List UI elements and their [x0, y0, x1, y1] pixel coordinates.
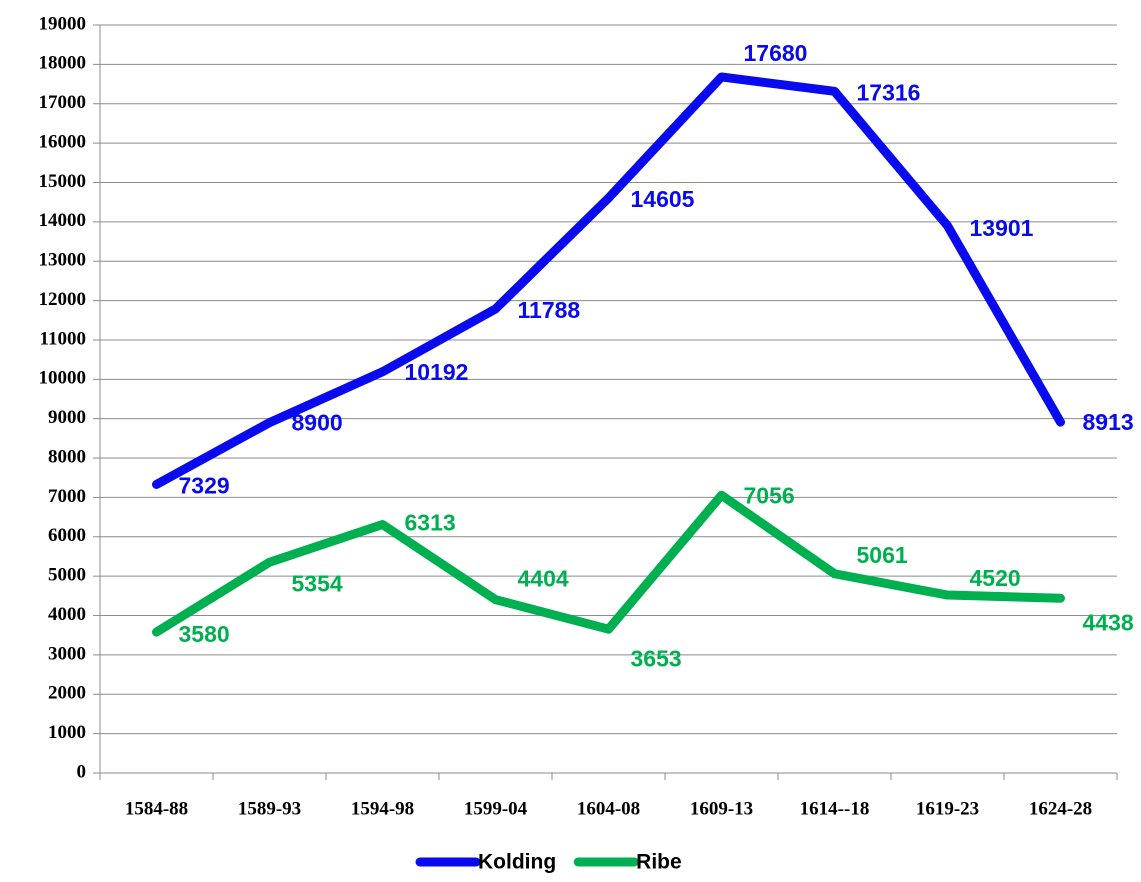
x-tick-label: 1609-13 [690, 798, 753, 819]
x-tick-label: 1589-93 [238, 798, 301, 819]
data-label: 3580 [179, 621, 230, 647]
y-tick-label: 19000 [39, 13, 87, 34]
data-label: 6313 [405, 510, 456, 536]
data-label: 3653 [631, 645, 682, 671]
y-tick-label: 3000 [48, 643, 86, 664]
data-label: 5061 [857, 542, 908, 568]
series-line [152, 72, 1065, 489]
x-tick-label: 1599-04 [464, 798, 528, 819]
x-tick-label: 1619-23 [916, 798, 979, 819]
y-tick-label: 7000 [48, 486, 86, 507]
data-label: 4404 [518, 566, 569, 592]
y-tick-label: 2000 [48, 683, 86, 704]
data-label: 4520 [970, 565, 1021, 591]
x-tick-label: 1604-08 [577, 798, 640, 819]
data-label: 7329 [179, 473, 230, 499]
x-tick-label: 1584-88 [125, 798, 188, 819]
legend-label: Ribe [636, 851, 682, 874]
y-tick-label: 17000 [39, 92, 87, 113]
data-label: 8900 [292, 410, 343, 436]
data-label: 13901 [970, 215, 1034, 241]
y-tick-label: 11000 [40, 328, 86, 349]
y-tick-label: 13000 [39, 250, 87, 271]
y-tick-label: 8000 [48, 446, 86, 467]
y-tick-label: 12000 [39, 289, 87, 310]
x-tick-label: 1624-28 [1029, 798, 1092, 819]
y-tick-label: 6000 [48, 525, 86, 546]
y-tick-label: 10000 [39, 368, 87, 389]
x-tick-label: 1614--18 [800, 798, 870, 819]
data-label: 14605 [631, 186, 695, 212]
y-tick-label: 18000 [39, 53, 87, 74]
data-label: 7056 [744, 482, 795, 508]
y-tick-label: 5000 [48, 565, 86, 586]
y-tick-label: 15000 [39, 171, 87, 192]
data-label: 5354 [292, 570, 343, 596]
x-tick-label: 1594-98 [351, 798, 414, 819]
y-tick-label: 9000 [48, 407, 86, 428]
data-label: 17680 [744, 40, 808, 66]
y-tick-label: 16000 [39, 131, 87, 152]
data-label: 10192 [405, 359, 469, 385]
series-line [152, 490, 1065, 637]
data-label: 17316 [857, 79, 921, 105]
y-tick-label: 4000 [48, 604, 86, 625]
data-label: 11788 [518, 297, 581, 323]
legend-label: Kolding [478, 851, 556, 874]
y-tick-label: 14000 [39, 210, 87, 231]
y-tick-label: 1000 [48, 722, 86, 743]
data-label: 8913 [1083, 409, 1134, 435]
y-tick-label: 0 [77, 761, 87, 782]
data-label: 4438 [1083, 609, 1134, 635]
